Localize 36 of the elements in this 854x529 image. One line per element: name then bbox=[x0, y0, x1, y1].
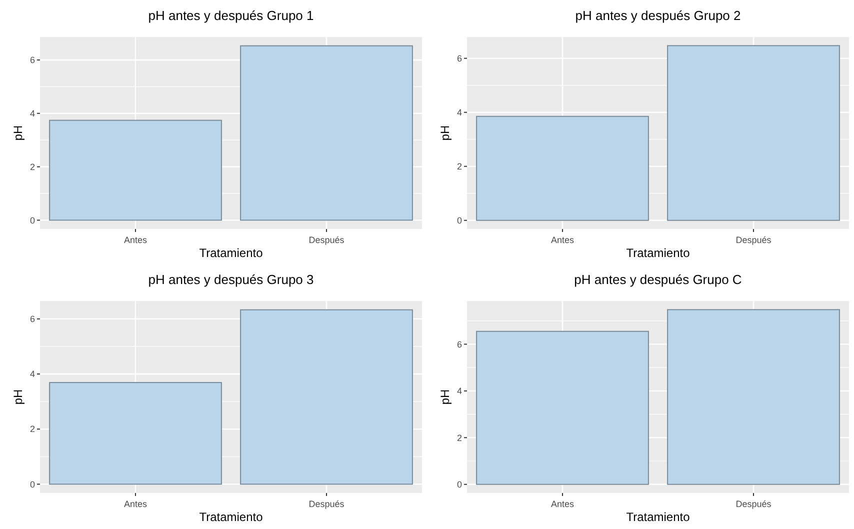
y-tick-label: 4 bbox=[30, 108, 35, 119]
y-tick-label: 2 bbox=[30, 424, 35, 434]
x-tick-label: Después bbox=[736, 235, 772, 245]
chart-title: pH antes y después Grupo 3 bbox=[148, 272, 314, 287]
y-tick-label: 6 bbox=[30, 314, 35, 324]
y-tick-label: 6 bbox=[456, 53, 462, 64]
y-tick-label: 0 bbox=[30, 479, 35, 490]
x-axis-title: Tratamiento bbox=[626, 246, 690, 260]
y-tick-label: 0 bbox=[30, 215, 35, 226]
y-tick-label: 2 bbox=[456, 162, 462, 172]
chart-title: pH antes y después Grupo C bbox=[574, 272, 742, 287]
y-tick-label: 2 bbox=[456, 432, 462, 443]
x-tick-label: Antes bbox=[124, 499, 148, 509]
x-tick-label: Después bbox=[308, 499, 345, 509]
y-axis-title: pH bbox=[438, 125, 452, 141]
y-axis-title: pH bbox=[11, 389, 25, 405]
y-tick-label: 6 bbox=[30, 55, 35, 66]
y-tick-label: 0 bbox=[456, 216, 462, 226]
y-tick-label: 4 bbox=[456, 386, 462, 396]
x-tick-label: Después bbox=[308, 235, 345, 245]
y-axis-title: pH bbox=[11, 125, 25, 141]
y-tick-label: 0 bbox=[456, 480, 462, 490]
x-axis-title: Tratamiento bbox=[199, 246, 264, 260]
y-tick-label: 4 bbox=[30, 369, 35, 380]
x-tick-label: Antes bbox=[550, 235, 575, 245]
x-axis-title: Tratamiento bbox=[199, 510, 264, 524]
x-axis-title: Tratamiento bbox=[626, 510, 690, 524]
y-tick-label: 4 bbox=[456, 107, 462, 118]
y-tick-label: 2 bbox=[30, 162, 35, 172]
y-axis-title: pH bbox=[438, 389, 452, 405]
x-tick-label: Antes bbox=[550, 499, 575, 509]
chart-title: pH antes y después Grupo 2 bbox=[575, 8, 741, 23]
x-tick-label: Antes bbox=[124, 235, 148, 245]
x-tick-label: Después bbox=[736, 499, 772, 509]
chart-title: pH antes y después Grupo 1 bbox=[148, 8, 314, 23]
y-tick-label: 6 bbox=[456, 339, 462, 350]
